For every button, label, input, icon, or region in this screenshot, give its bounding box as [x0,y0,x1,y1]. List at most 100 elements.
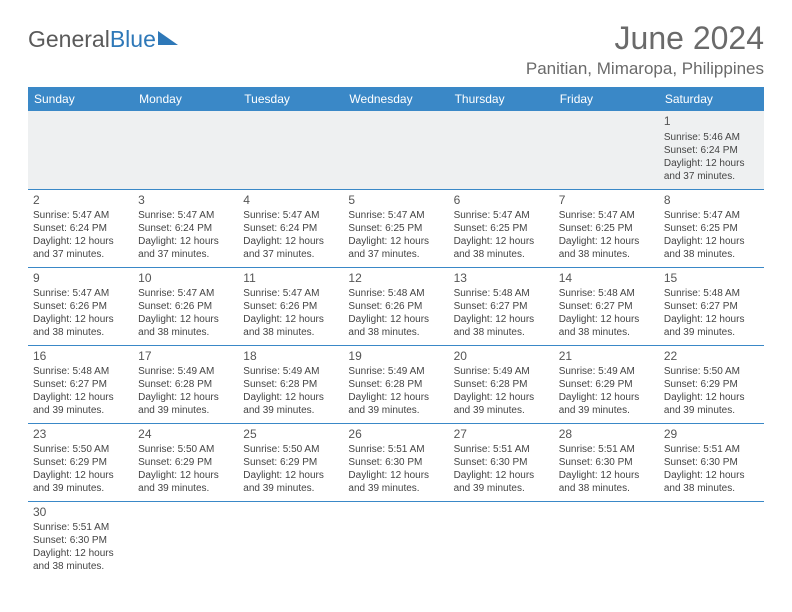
calendar-cell: 20Sunrise: 5:49 AMSunset: 6:28 PMDayligh… [449,345,554,423]
sunrise-text: Sunrise: 5:47 AM [138,209,233,222]
calendar-cell: 26Sunrise: 5:51 AMSunset: 6:30 PMDayligh… [343,423,448,501]
title-block: June 2024 Panitian, Mimaropa, Philippine… [526,20,764,79]
daylight-text-2: and 39 minutes. [348,404,443,417]
day-number: 12 [348,271,443,287]
calendar-cell: 4Sunrise: 5:47 AMSunset: 6:24 PMDaylight… [238,189,343,267]
calendar-cell: 1Sunrise: 5:46 AMSunset: 6:24 PMDaylight… [659,111,764,189]
sunset-text: Sunset: 6:30 PM [664,456,759,469]
sunrise-text: Sunrise: 5:49 AM [559,365,654,378]
day-number: 22 [664,349,759,365]
daylight-text: Daylight: 12 hours [559,391,654,404]
daylight-text: Daylight: 12 hours [454,469,549,482]
sunset-text: Sunset: 6:27 PM [454,300,549,313]
daylight-text-2: and 39 minutes. [454,404,549,417]
sunrise-text: Sunrise: 5:47 AM [454,209,549,222]
daylight-text-2: and 37 minutes. [348,248,443,261]
daylight-text-2: and 39 minutes. [243,482,338,495]
daylight-text: Daylight: 12 hours [664,235,759,248]
daylight-text-2: and 37 minutes. [33,248,128,261]
calendar-cell [554,111,659,189]
calendar-cell: 23Sunrise: 5:50 AMSunset: 6:29 PMDayligh… [28,423,133,501]
sunset-text: Sunset: 6:29 PM [243,456,338,469]
day-number: 23 [33,427,128,443]
daylight-text: Daylight: 12 hours [559,313,654,326]
sunrise-text: Sunrise: 5:49 AM [243,365,338,378]
sunrise-text: Sunrise: 5:48 AM [348,287,443,300]
daylight-text: Daylight: 12 hours [664,469,759,482]
calendar-row: 30Sunrise: 5:51 AMSunset: 6:30 PMDayligh… [28,501,764,579]
calendar-cell: 21Sunrise: 5:49 AMSunset: 6:29 PMDayligh… [554,345,659,423]
calendar-cell [343,111,448,189]
sunrise-text: Sunrise: 5:48 AM [664,287,759,300]
calendar-cell: 30Sunrise: 5:51 AMSunset: 6:30 PMDayligh… [28,501,133,579]
sunrise-text: Sunrise: 5:51 AM [664,443,759,456]
daylight-text-2: and 39 minutes. [348,482,443,495]
sunset-text: Sunset: 6:24 PM [243,222,338,235]
calendar-table: SundayMondayTuesdayWednesdayThursdayFrid… [28,87,764,579]
sunrise-text: Sunrise: 5:46 AM [664,131,759,144]
calendar-row: 16Sunrise: 5:48 AMSunset: 6:27 PMDayligh… [28,345,764,423]
sunrise-text: Sunrise: 5:48 AM [559,287,654,300]
calendar-cell: 5Sunrise: 5:47 AMSunset: 6:25 PMDaylight… [343,189,448,267]
sunset-text: Sunset: 6:24 PM [664,144,759,157]
daylight-text: Daylight: 12 hours [348,235,443,248]
daylight-text: Daylight: 12 hours [664,391,759,404]
calendar-cell: 16Sunrise: 5:48 AMSunset: 6:27 PMDayligh… [28,345,133,423]
calendar-cell: 18Sunrise: 5:49 AMSunset: 6:28 PMDayligh… [238,345,343,423]
sunrise-text: Sunrise: 5:48 AM [33,365,128,378]
calendar-cell: 15Sunrise: 5:48 AMSunset: 6:27 PMDayligh… [659,267,764,345]
daylight-text-2: and 39 minutes. [559,404,654,417]
sunset-text: Sunset: 6:25 PM [348,222,443,235]
daylight-text-2: and 39 minutes. [33,404,128,417]
logo: GeneralBlue [28,26,178,53]
day-number: 13 [454,271,549,287]
sunset-text: Sunset: 6:26 PM [33,300,128,313]
sunset-text: Sunset: 6:25 PM [664,222,759,235]
weekday-header: Sunday [28,87,133,111]
calendar-cell: 22Sunrise: 5:50 AMSunset: 6:29 PMDayligh… [659,345,764,423]
calendar-cell: 12Sunrise: 5:48 AMSunset: 6:26 PMDayligh… [343,267,448,345]
daylight-text-2: and 38 minutes. [559,248,654,261]
day-number: 24 [138,427,233,443]
weekday-header: Saturday [659,87,764,111]
sunset-text: Sunset: 6:26 PM [243,300,338,313]
calendar-cell: 11Sunrise: 5:47 AMSunset: 6:26 PMDayligh… [238,267,343,345]
day-number: 1 [664,114,759,130]
sunrise-text: Sunrise: 5:51 AM [348,443,443,456]
sunrise-text: Sunrise: 5:50 AM [33,443,128,456]
sunset-text: Sunset: 6:27 PM [664,300,759,313]
calendar-cell: 28Sunrise: 5:51 AMSunset: 6:30 PMDayligh… [554,423,659,501]
sunrise-text: Sunrise: 5:47 AM [33,209,128,222]
daylight-text: Daylight: 12 hours [33,469,128,482]
sunset-text: Sunset: 6:28 PM [243,378,338,391]
sunrise-text: Sunrise: 5:47 AM [664,209,759,222]
calendar-cell: 24Sunrise: 5:50 AMSunset: 6:29 PMDayligh… [133,423,238,501]
calendar-cell [554,501,659,579]
day-number: 9 [33,271,128,287]
sunset-text: Sunset: 6:29 PM [138,456,233,469]
weekday-header: Wednesday [343,87,448,111]
calendar-cell [133,501,238,579]
daylight-text: Daylight: 12 hours [33,391,128,404]
calendar-cell: 6Sunrise: 5:47 AMSunset: 6:25 PMDaylight… [449,189,554,267]
logo-text-blue: Blue [110,26,156,53]
daylight-text: Daylight: 12 hours [559,235,654,248]
calendar-cell: 10Sunrise: 5:47 AMSunset: 6:26 PMDayligh… [133,267,238,345]
sunset-text: Sunset: 6:30 PM [559,456,654,469]
calendar-cell: 7Sunrise: 5:47 AMSunset: 6:25 PMDaylight… [554,189,659,267]
calendar-cell [238,111,343,189]
sunrise-text: Sunrise: 5:47 AM [243,209,338,222]
day-number: 14 [559,271,654,287]
daylight-text: Daylight: 12 hours [559,469,654,482]
sunrise-text: Sunrise: 5:51 AM [33,521,128,534]
sunset-text: Sunset: 6:30 PM [33,534,128,547]
day-number: 29 [664,427,759,443]
calendar-row: 1Sunrise: 5:46 AMSunset: 6:24 PMDaylight… [28,111,764,189]
daylight-text-2: and 39 minutes. [664,326,759,339]
sunset-text: Sunset: 6:30 PM [348,456,443,469]
daylight-text-2: and 38 minutes. [348,326,443,339]
daylight-text-2: and 38 minutes. [664,248,759,261]
daylight-text-2: and 38 minutes. [138,326,233,339]
weekday-header: Thursday [449,87,554,111]
sunset-text: Sunset: 6:26 PM [138,300,233,313]
